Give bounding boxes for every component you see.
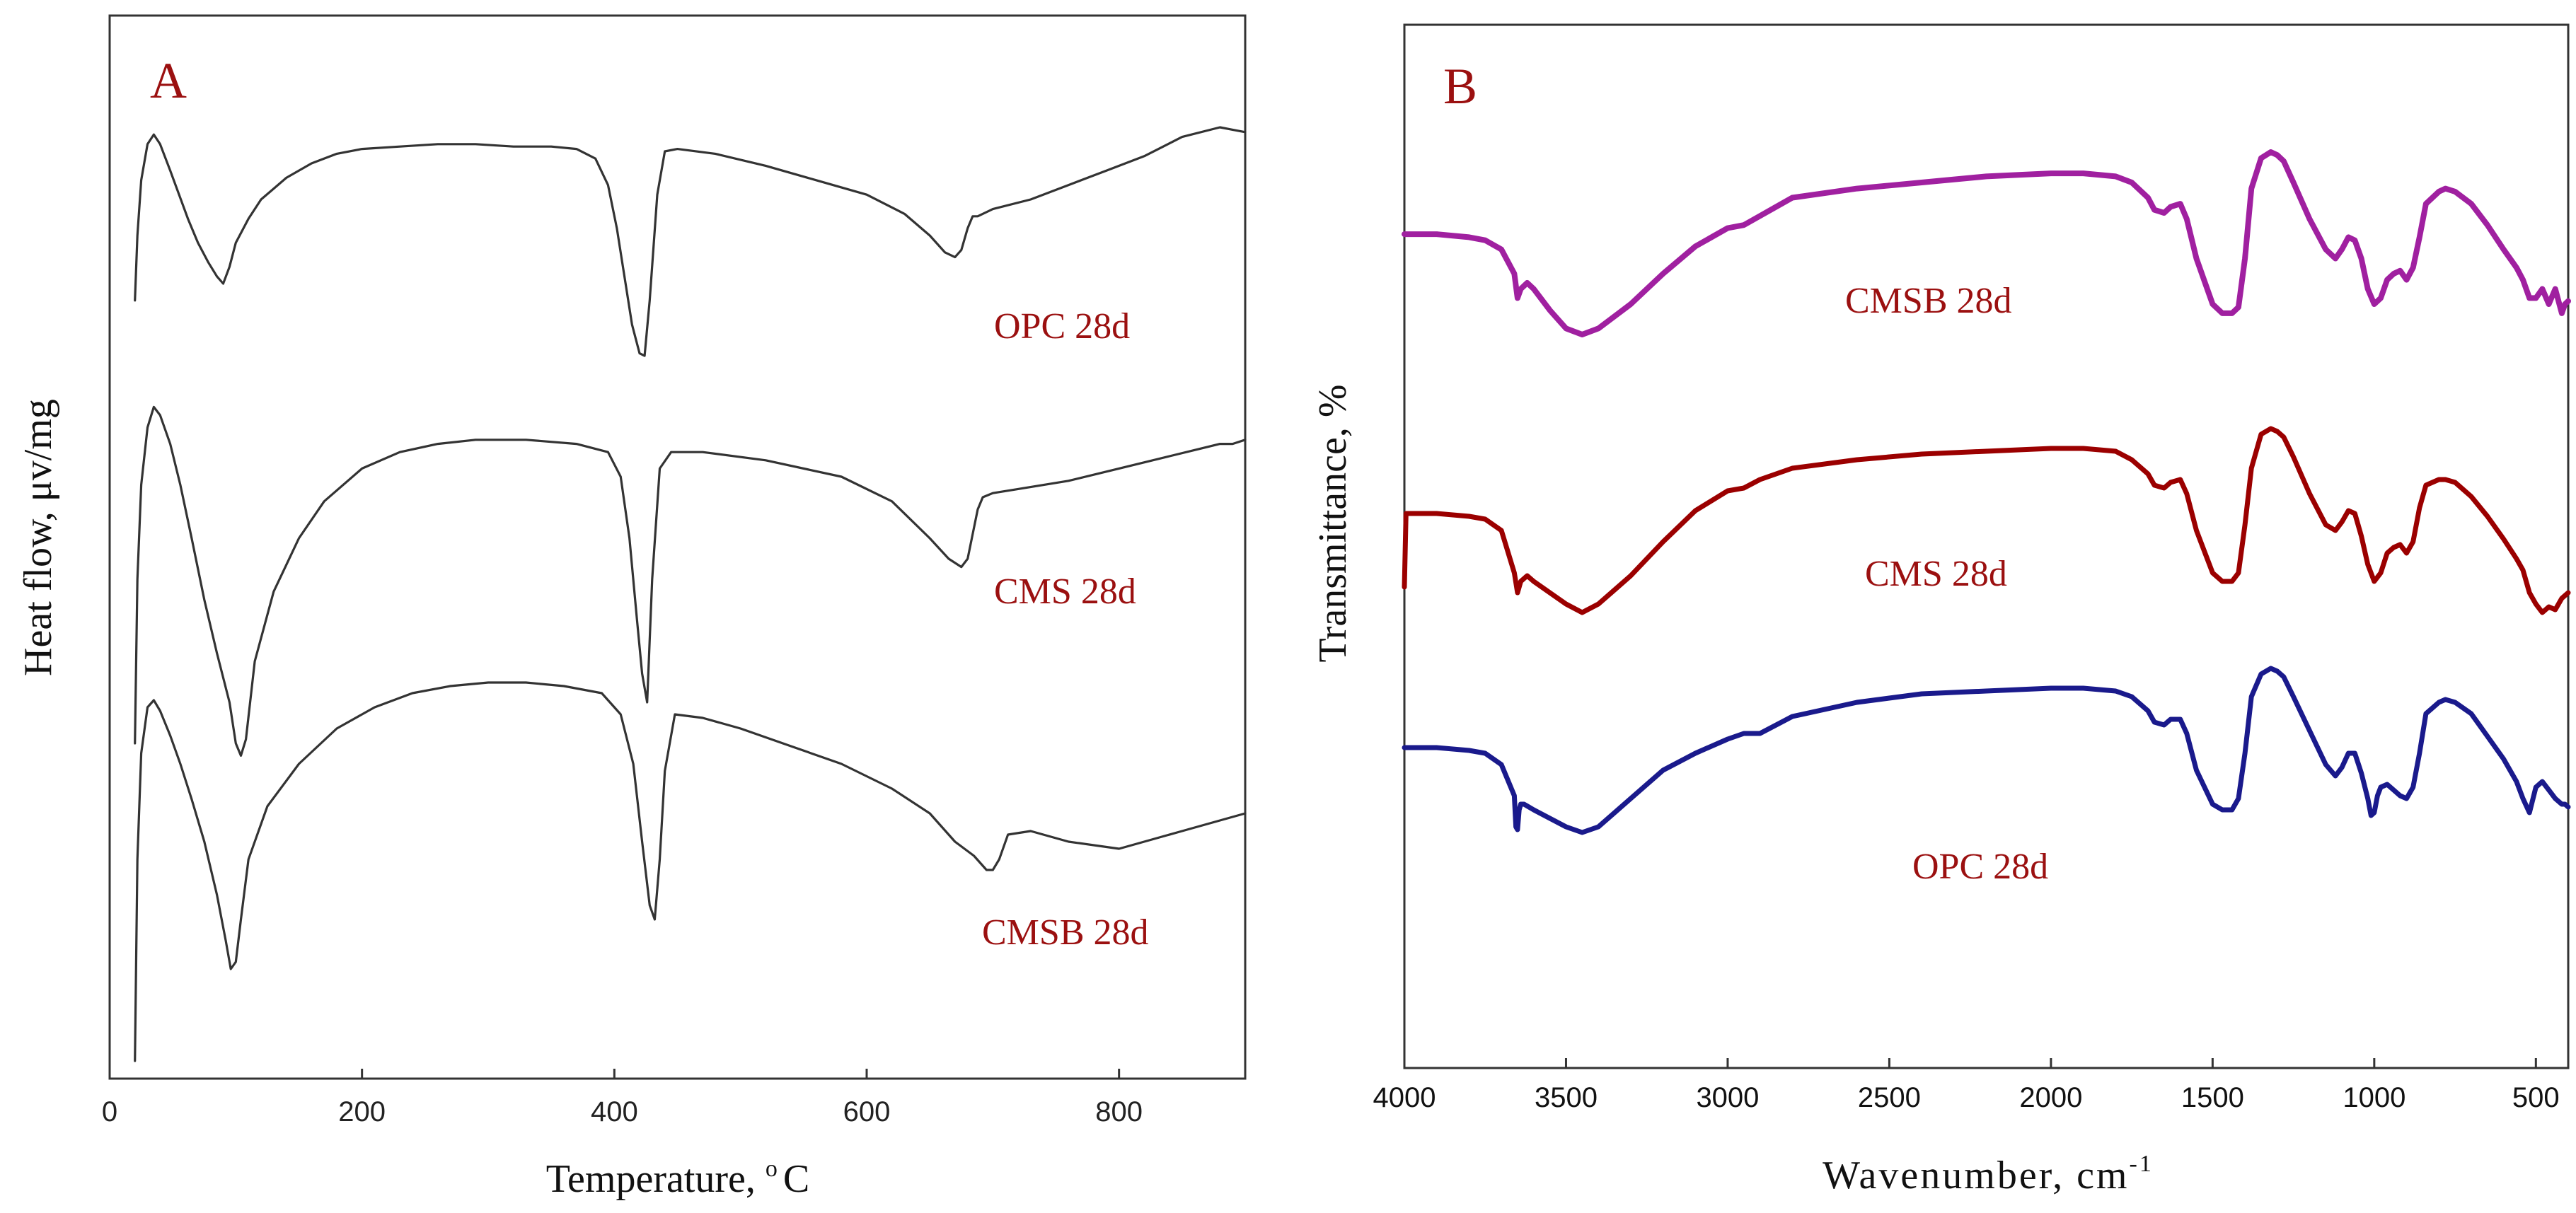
panel-a-x-axis-title: Temperature, o C <box>546 1156 810 1201</box>
panel-a-x-tick-label: 600 <box>843 1096 891 1127</box>
panel-b-x-tick-label: 3000 <box>1696 1082 1759 1113</box>
panel-a-series-line-opc-28d <box>134 126 1247 357</box>
panel-a-label-cms: CMS 28d <box>994 571 1136 612</box>
panel-a-x-tick-label: 400 <box>591 1096 638 1127</box>
panel-b-ftir-chart: B 4000 3500 3000 2500 2000 1500 1000 500 CMSB 2… <box>1311 23 2571 1197</box>
panel-b-label-cms: CMS 28d <box>1865 554 2007 594</box>
panel-b-x-tick-label: 1000 <box>2343 1082 2405 1113</box>
panel-a-x-axis-title-main: Temperature, <box>546 1157 756 1201</box>
panel-a-x-axis-unit: C <box>783 1157 809 1201</box>
panel-b-x-axis-title-main: Wavenumber, cm <box>1823 1154 2129 1197</box>
panel-a-x-ticks: 0 200 400 600 800 <box>102 1069 1143 1127</box>
panel-b-label-opc: OPC 28d <box>1912 847 2048 887</box>
panel-b-x-tick-label: 3500 <box>1535 1082 1598 1113</box>
panel-a-letter: A <box>150 52 187 109</box>
panel-a-plot-frame <box>108 14 1247 1080</box>
panel-b-x-tick-label: 2500 <box>1858 1082 1921 1113</box>
panel-a-series-group <box>134 126 1247 1062</box>
panel-b-x-tick-label: 2000 <box>2019 1082 2082 1113</box>
panel-b-letter: B <box>1443 58 1477 115</box>
panel-b-x-ticks: 4000 3500 3000 2500 2000 1500 1000 500 <box>1373 1058 2560 1113</box>
panel-b-series-line-cmsb-28d <box>1402 149 2571 337</box>
panel-a-x-axis-degree-mark: o <box>766 1156 778 1182</box>
panel-b-x-tick-label: 500 <box>2512 1082 2560 1113</box>
panel-b-x-axis-title: Wavenumber, cm-1 <box>1823 1151 2154 1197</box>
panel-a-x-tick-label: 0 <box>102 1096 117 1127</box>
panel-b-label-cmsb: CMSB 28d <box>1845 281 2012 321</box>
panel-a-x-tick-label: 800 <box>1095 1096 1143 1127</box>
panel-a-dsc-chart: A 0 200 400 600 800 OPC 28d CMS 28d CMSB 28d… <box>16 14 1247 1201</box>
panel-b-y-axis-title: Transmittance, % <box>1311 385 1355 663</box>
panel-a-label-cmsb: CMSB 28d <box>982 912 1149 953</box>
panel-a-series-line-cmsb-28d <box>134 681 1247 1062</box>
panel-b-series-group <box>1402 149 2571 835</box>
panel-a-y-axis-title: Heat flow, μv/mg <box>16 399 60 676</box>
panel-b-x-tick-label: 4000 <box>1373 1082 1436 1113</box>
panel-b-series-line-opc-28d <box>1402 666 2571 835</box>
panel-a-label-opc: OPC 28d <box>994 306 1130 347</box>
panel-b-series-line-cms-28d <box>1402 426 2571 615</box>
panel-a-series-line-cms-28d <box>134 405 1247 757</box>
panel-a-x-tick-label: 200 <box>338 1096 386 1127</box>
panel-b-x-tick-label: 1500 <box>2181 1082 2244 1113</box>
panel-b-plot-frame <box>1403 23 2570 1069</box>
panel-b-x-axis-superscript: -1 <box>2130 1151 2154 1177</box>
